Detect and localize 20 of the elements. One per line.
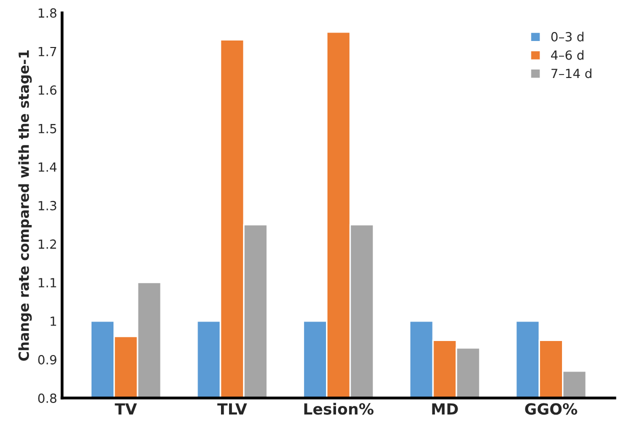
x-tick-label: MD	[432, 403, 458, 415]
y-tick-label: 1.8	[38, 8, 56, 18]
x-tick-label: TV	[114, 403, 137, 415]
x-tick-label: TLV	[217, 403, 248, 415]
x-tick-label: Lesion%	[304, 402, 374, 415]
y-tick-label: 1.3	[38, 200, 56, 210]
legend-label: 4–6 d	[551, 50, 584, 60]
y-tick-label: 1.1	[38, 278, 56, 288]
y-tick-label: 1.2	[38, 239, 56, 249]
y-tick-label: 1.6	[38, 85, 56, 95]
y-tick-label: 1.4	[38, 162, 57, 172]
y-tick-label: 1.5	[38, 124, 56, 134]
legend-label: 7–14 d	[551, 68, 592, 78]
x-tick-label: GGO%	[525, 403, 578, 415]
y-tick-label: 0.9	[38, 354, 56, 364]
y-axis-title: Change rate compared with the stage-1	[18, 50, 32, 361]
y-tick-label: 1	[50, 316, 56, 326]
y-tick-label: 1.7	[38, 46, 56, 56]
legend-label: 0–3 d	[551, 32, 584, 42]
y-tick-label: 0.8	[38, 394, 56, 403]
